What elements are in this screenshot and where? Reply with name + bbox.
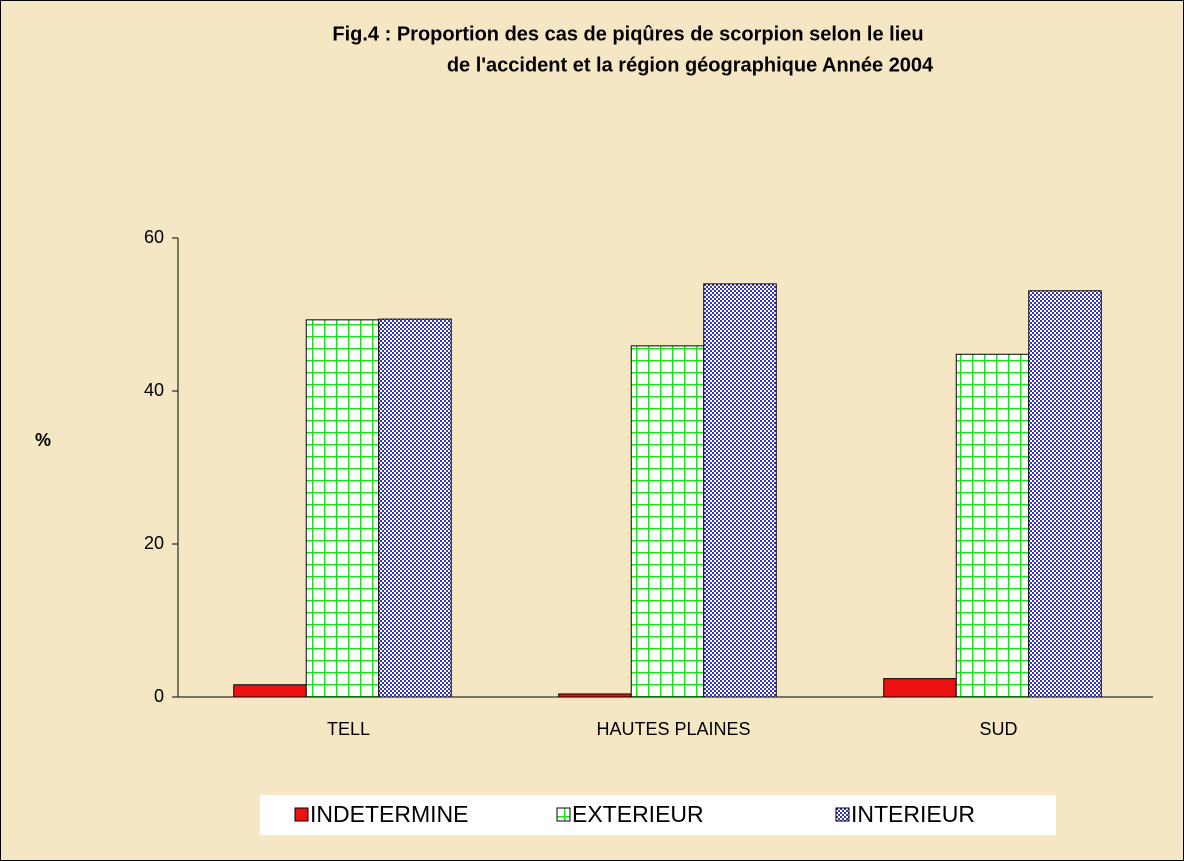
x-tick-label: SUD <box>979 719 1017 739</box>
legend-swatch <box>835 807 850 822</box>
bar <box>378 318 452 698</box>
chart-title: de l'accident et la région géographique … <box>447 54 934 76</box>
legend-swatch <box>556 807 571 822</box>
bar <box>883 678 957 698</box>
bar <box>558 693 632 698</box>
bar <box>703 283 777 698</box>
legend-label: INTERIEUR <box>851 801 975 827</box>
x-tick-label: TELL <box>327 719 370 739</box>
x-tick-label: HAUTES PLAINES <box>596 719 750 739</box>
y-tick-label: 60 <box>144 227 164 247</box>
chart-title: Fig.4 : Proportion des cas de piqûres de… <box>332 23 923 45</box>
legend <box>260 795 1056 835</box>
bar <box>305 319 380 698</box>
y-tick-label: 0 <box>154 686 164 706</box>
legend-swatch <box>294 807 309 822</box>
bar <box>233 684 307 698</box>
bar <box>630 345 705 698</box>
bar <box>955 353 1030 698</box>
y-axis-label: % <box>35 430 51 450</box>
legend-label: EXTERIEUR <box>572 801 704 827</box>
legend-label: INDETERMINE <box>310 801 468 827</box>
bar <box>1028 290 1102 698</box>
y-tick-label: 40 <box>144 380 164 400</box>
y-tick-label: 20 <box>144 533 164 553</box>
